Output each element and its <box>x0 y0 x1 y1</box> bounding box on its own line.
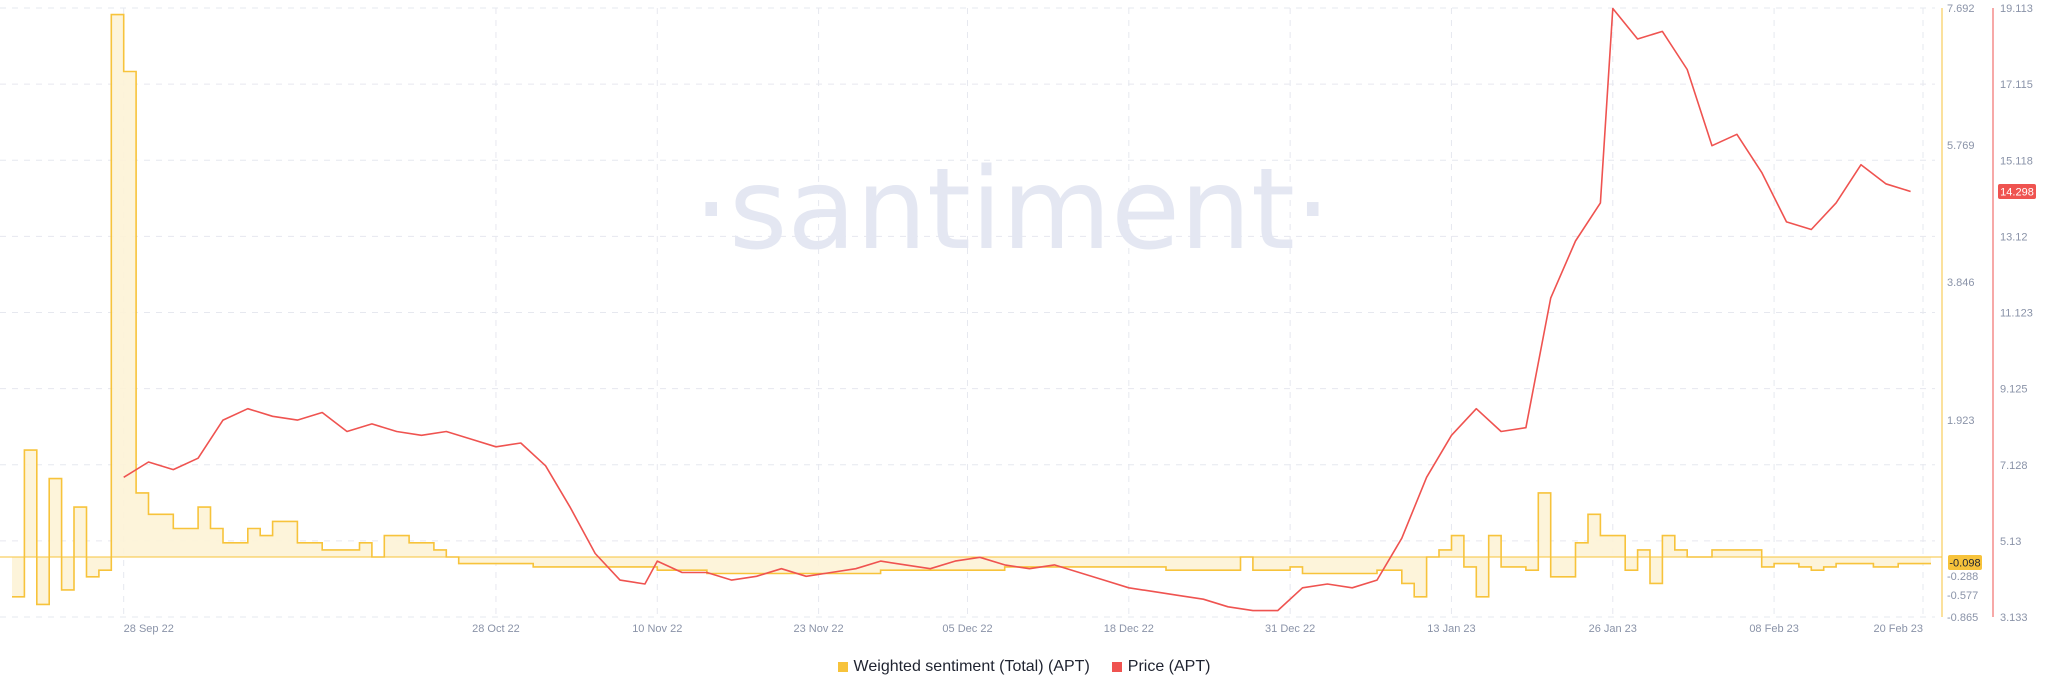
x-tick-label: 26 Jan 23 <box>1589 623 1637 635</box>
legend: Weighted sentiment (Total) (APT) Price (… <box>0 655 2048 679</box>
sentiment-tick-label: -0.288 <box>1947 571 1978 583</box>
price-series <box>123 7 1911 612</box>
sentiment-tick-label: -0.577 <box>1947 590 1978 602</box>
sentiment-series <box>0 13 1942 606</box>
sentiment-tick-label: 1.923 <box>1947 415 1975 427</box>
legend-label-price: Price (APT) <box>1127 658 1211 675</box>
x-tick-label: 23 Nov 22 <box>794 623 844 635</box>
x-tick-label: 10 Nov 22 <box>632 623 682 635</box>
legend-item-price[interactable]: Price (APT) <box>1111 658 1211 676</box>
price-tick-label: 19.113 <box>2000 3 2033 15</box>
axes: 28 Sep 22 28 Oct 22 10 Nov 22 23 Nov 22 05 D… <box>124 3 2033 635</box>
legend-swatch-sentiment <box>837 662 848 672</box>
x-tick-label: 05 Dec 22 <box>942 623 992 635</box>
price-tick-label: 13.12 <box>2000 231 2028 243</box>
price-tick-label: 15.118 <box>2000 155 2033 167</box>
sentiment-tick-label: 7.692 <box>1947 3 1975 15</box>
price-value-badge <box>1998 184 2036 199</box>
legend-item-sentiment[interactable]: Weighted sentiment (Total) (APT) <box>837 658 1090 676</box>
x-tick-label: 18 Dec 22 <box>1104 623 1154 635</box>
price-tick-label: 11.123 <box>2000 308 2033 320</box>
price-line <box>123 7 1911 612</box>
x-tick-label: 20 Feb 23 <box>1873 623 1923 635</box>
price-tick-label: 5.13 <box>2000 536 2021 548</box>
watermark: ·santiment· <box>693 145 1330 275</box>
sentiment-tick-label: -0.865 <box>1947 612 1978 624</box>
price-tick-label: 17.115 <box>2000 79 2033 91</box>
sentiment-value-badge <box>1948 555 1982 570</box>
x-tick-label: 13 Jan 23 <box>1427 623 1475 635</box>
sentiment-value-text: -0.098 <box>1949 558 1980 570</box>
value-badges: -0.098 14.298 <box>1948 184 2036 570</box>
sentiment-area <box>12 14 1931 605</box>
legend-swatch-price <box>1111 662 1122 672</box>
price-tick-label: 9.125 <box>2000 384 2028 396</box>
sentiment-tick-label: 5.769 <box>1947 140 1975 152</box>
x-tick-label: 31 Dec 22 <box>1265 623 1315 635</box>
sentiment-line <box>12 13 1931 606</box>
x-tick-label: 28 Oct 22 <box>472 623 520 635</box>
price-tick-label: 3.133 <box>2000 612 2028 624</box>
x-tick-label: 28 Sep 22 <box>124 623 174 635</box>
price-tick-label: 7.128 <box>2000 460 2028 472</box>
x-tick-label: 08 Feb 23 <box>1749 623 1799 635</box>
price-value-text: 14.298 <box>2000 187 2034 199</box>
legend-label-sentiment: Weighted sentiment (Total) (APT) <box>853 658 1090 675</box>
sentiment-tick-label: 3.846 <box>1947 277 1975 289</box>
